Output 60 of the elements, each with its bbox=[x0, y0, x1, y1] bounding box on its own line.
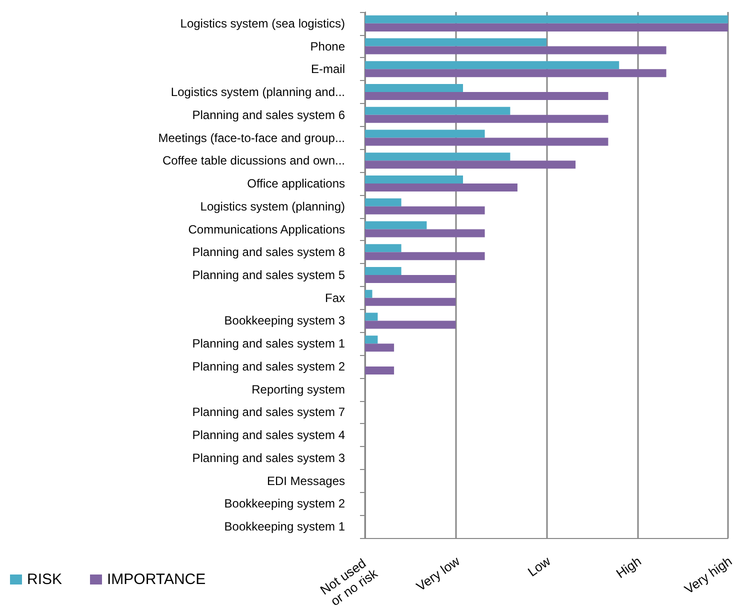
legend-label: RISK bbox=[27, 571, 62, 588]
bar bbox=[365, 61, 620, 70]
bar bbox=[365, 114, 608, 123]
text: Very low bbox=[414, 553, 463, 594]
y-tick-label: Phone bbox=[310, 39, 346, 54]
bar bbox=[365, 252, 485, 260]
bar bbox=[365, 130, 485, 138]
y-tick-label: Planning and sales system 5 bbox=[192, 268, 346, 282]
bar bbox=[365, 69, 666, 78]
bar bbox=[365, 138, 608, 146]
bar bbox=[365, 23, 728, 32]
bar bbox=[365, 106, 510, 115]
bar bbox=[365, 206, 485, 214]
bar bbox=[365, 275, 456, 284]
bar bbox=[365, 336, 378, 344]
bar bbox=[365, 290, 372, 298]
y-tick-label: Planning and sales system 8 bbox=[192, 245, 346, 260]
y-tick-label: Bookkeeping system 1 bbox=[224, 520, 346, 534]
bar bbox=[365, 244, 402, 252]
legend-label: IMPORTANCE bbox=[107, 571, 206, 588]
y-tick-label: Logistics system (planning) bbox=[200, 199, 345, 214]
y-tick-label: Planning and sales system 2 bbox=[192, 359, 346, 374]
y-tick-label: Reporting system bbox=[252, 382, 345, 396]
bar bbox=[365, 366, 394, 374]
y-tick-label: Meetings (face-to-face and group... bbox=[158, 130, 345, 145]
bar bbox=[365, 229, 485, 238]
bar bbox=[365, 15, 728, 24]
y-tick-label: Planning and sales system 1 bbox=[192, 336, 346, 351]
bar bbox=[365, 84, 464, 92]
y-tick-label: EDI Messages bbox=[266, 474, 345, 488]
text: Low bbox=[524, 553, 554, 580]
bar bbox=[365, 184, 518, 192]
bar bbox=[365, 344, 394, 352]
y-tick-label: Bookkeeping system 3 bbox=[224, 314, 346, 328]
text: High bbox=[613, 553, 644, 582]
bar bbox=[365, 320, 456, 329]
y-tick-label: Coffee table dicussions and own... bbox=[162, 154, 345, 168]
bar bbox=[365, 312, 378, 321]
y-tick-label: Fax bbox=[324, 290, 345, 305]
y-tick-label: Communications Applications bbox=[188, 222, 345, 236]
bar bbox=[365, 38, 546, 46]
bar bbox=[365, 176, 464, 184]
bar bbox=[365, 92, 608, 100]
text: Very high bbox=[682, 553, 735, 597]
y-tick-label: Planning and sales system 4 bbox=[192, 428, 346, 442]
bar bbox=[365, 221, 427, 230]
y-tick-label: Logistics system (sea logistics) bbox=[180, 16, 345, 30]
bar bbox=[365, 152, 510, 161]
y-tick-label: Bookkeeping system 2 bbox=[224, 496, 346, 511]
bar bbox=[365, 160, 576, 169]
y-tick-label: Planning and sales system 6 bbox=[192, 108, 346, 122]
bar bbox=[365, 198, 402, 206]
y-tick-label: Office applications bbox=[247, 176, 345, 191]
bar bbox=[365, 46, 666, 54]
bar bbox=[365, 298, 456, 306]
y-tick-label: Logistics system (planning and... bbox=[170, 85, 345, 100]
bar bbox=[365, 266, 402, 275]
y-tick-label: Planning and sales system 3 bbox=[192, 450, 346, 465]
y-tick-label: Planning and sales system 7 bbox=[192, 405, 346, 420]
y-tick-label: E-mail bbox=[310, 62, 345, 76]
